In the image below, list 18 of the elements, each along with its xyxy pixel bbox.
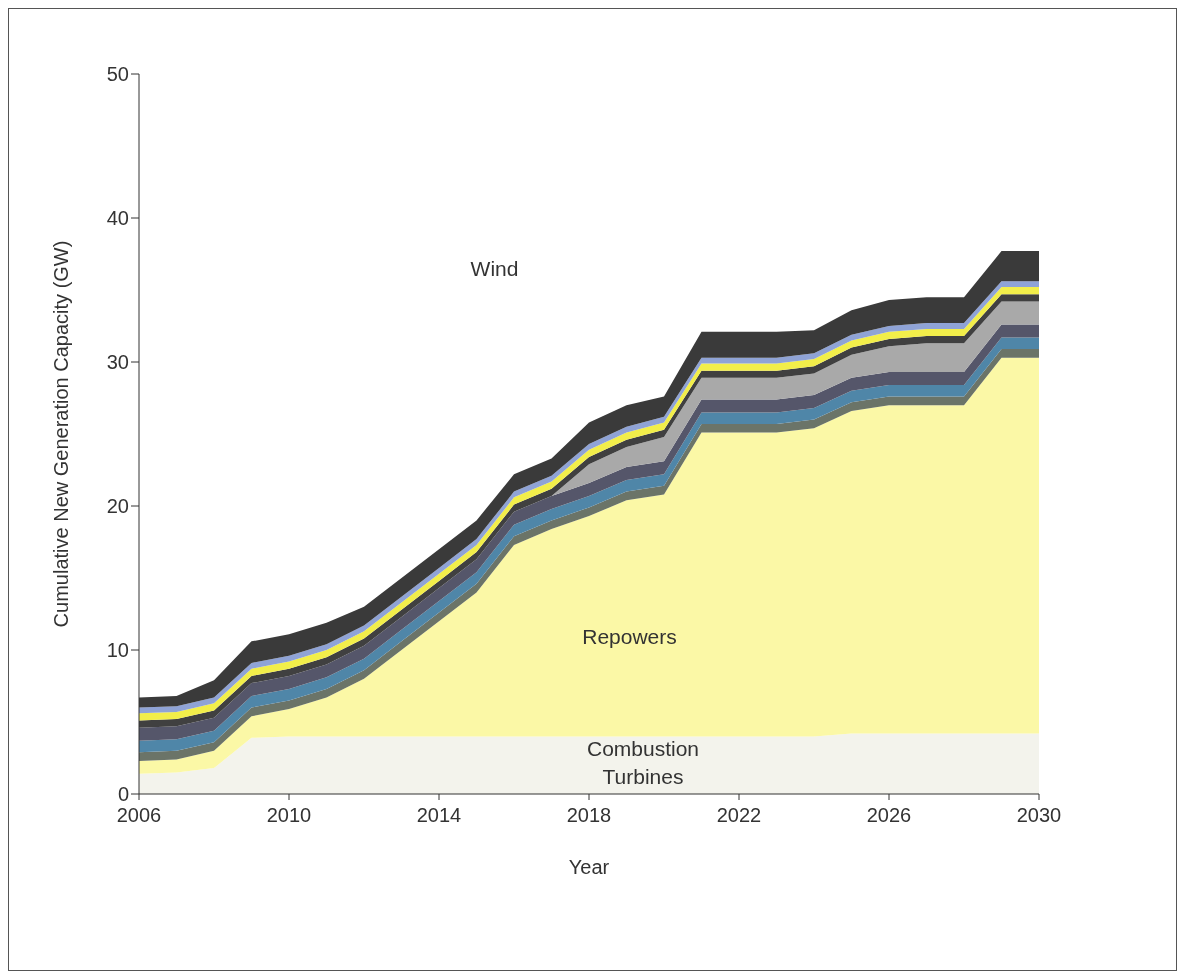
y-tick-label: 20: [106, 495, 129, 518]
x-tick-label: 2026: [866, 804, 912, 827]
annotation: Wind: [470, 256, 519, 280]
y-axis-title: Cumulative New Generation Capacity (GW): [50, 240, 72, 628]
y-tick-label: 30: [106, 351, 129, 374]
x-tick-label: 2030: [1016, 804, 1062, 827]
x-axis-title: Year: [568, 856, 610, 878]
y-tick-label: 10: [106, 639, 129, 662]
annotation: Repowers: [582, 624, 677, 648]
x-tick-label: 2014: [416, 804, 462, 827]
x-tick-label: 2022: [716, 804, 762, 827]
y-tick-label: 40: [106, 207, 129, 230]
x-tick-label: 2006: [116, 804, 162, 827]
x-tick-label: 2018: [566, 804, 612, 827]
annotation: Combustion Turbines: [586, 736, 700, 788]
y-tick-label: 50: [106, 63, 129, 86]
x-tick-label: 2010: [266, 804, 312, 827]
y-tick-label: 0: [117, 783, 129, 806]
